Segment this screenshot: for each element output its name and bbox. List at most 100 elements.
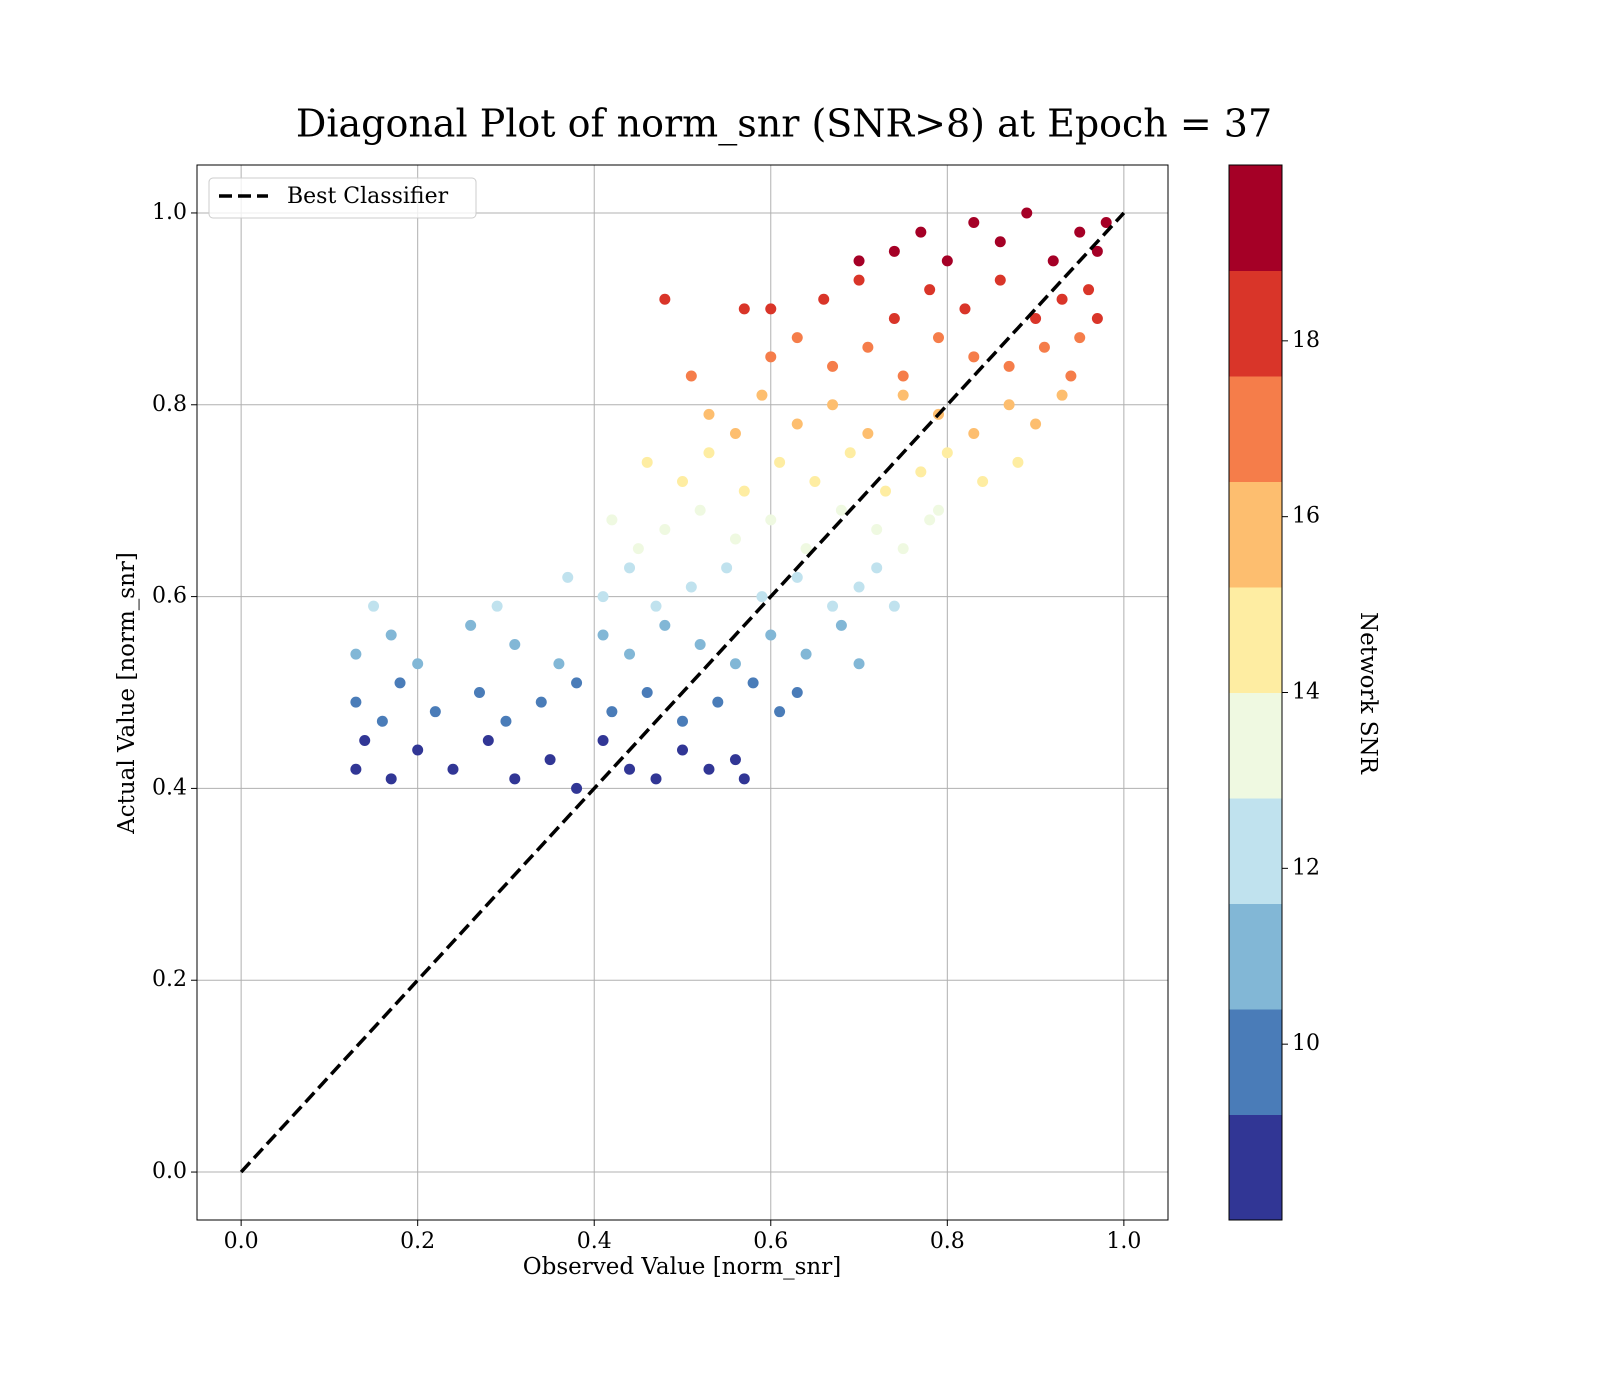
scatter-point [765,303,777,315]
x-tick-label: 0.6 [753,1229,788,1254]
scatter-point [800,543,812,555]
colorbar-band [1229,587,1282,693]
scatter-point [915,226,927,238]
scatter-point [606,514,618,526]
scatter-point [827,600,839,612]
scatter-point [509,773,521,785]
colorbar-tick-label: 14 [1292,680,1320,705]
scatter-point [429,706,441,718]
y-tick-label: 0.2 [152,967,187,992]
scatter-point [765,514,777,526]
scatter-point [941,447,953,459]
scatter-point [924,284,936,296]
scatter-point [738,303,750,315]
scatter-point [1056,293,1068,305]
scatter-point [756,591,768,603]
scatter-point [624,763,636,775]
x-tick-label: 1.0 [1106,1229,1141,1254]
legend-box [208,177,477,219]
y-tick-label: 1.0 [152,200,187,225]
chart-title: Diagonal Plot of norm_snr (SNR>8) at Epo… [296,102,1272,147]
scatter-point [597,629,609,641]
scatter-point [924,514,936,526]
colorbar-tick-label: 12 [1292,855,1320,880]
scatter-point [1091,312,1103,324]
scatter-point [853,255,865,267]
scatter-point [641,456,653,468]
scatter-point [447,763,459,775]
scatter-point [677,744,688,756]
colorbar-tick-label: 18 [1292,328,1320,353]
scatter-point [853,658,865,670]
scatter-point [959,303,971,315]
scatter-point [650,773,662,785]
scatter-point [571,677,583,689]
scatter-point [747,677,759,689]
scatter-point [1074,226,1086,238]
scatter-point [800,648,812,660]
scatter-point [862,341,874,353]
scatter-point [1091,245,1103,257]
scatter-point [368,600,380,612]
scatter-point [765,629,777,641]
scatter-point [650,600,662,612]
scatter-point [738,773,750,785]
scatter-point [624,648,636,660]
colorbar-band [1229,692,1282,799]
scatter-point [712,696,724,708]
scatter-point [729,658,741,670]
scatter-point [756,389,768,401]
scatter-point [473,687,485,698]
scatter-point [809,476,821,487]
scatter-point [685,581,697,593]
x-tick-label: 0.2 [400,1229,435,1254]
scatter-point [827,399,839,411]
scatter-point [994,236,1006,248]
scatter-point [659,523,671,535]
scatter-point [1003,399,1015,411]
scatter-point [544,754,556,766]
scatter-point [694,639,706,651]
plot-frame [196,164,1169,1221]
scatter-point [491,600,503,612]
scatter-point [703,763,715,775]
scatter-point [394,677,406,689]
scatter-point [677,476,688,487]
scatter-point [1047,255,1059,267]
scatter-point [968,428,980,440]
x-axis-label: Observed Value [norm_snr] [523,1254,841,1280]
scatter-point [1030,418,1042,430]
y-tick-label: 0.0 [152,1159,187,1184]
scatter-point [1074,332,1086,344]
scatter-point [897,389,909,401]
scatter-point [774,456,786,468]
colorbar-band [1229,1009,1282,1115]
scatter-point [1065,370,1077,382]
scatter-point [791,418,803,430]
colorbar-band [1229,376,1282,482]
scatter-point [791,687,803,698]
scatter-point [359,734,371,746]
scatter-point [1012,456,1024,468]
scatter-point [835,619,847,631]
scatter-point [685,370,697,382]
colorbar-band [1229,798,1282,904]
scatter-point [350,696,362,708]
scatter-point [729,533,741,545]
scatter-point [968,217,980,229]
y-tick-label: 0.6 [152,584,187,609]
scatter-point [703,447,715,459]
scatter-point [606,706,618,718]
scatter-point [571,782,583,794]
scatter-point [553,658,565,670]
scatter-point [1056,389,1068,401]
scatter-point [385,773,397,785]
scatter-point [888,245,900,257]
scatter-point [535,696,547,708]
scatter-point [844,447,856,459]
scatter-point [1003,360,1015,372]
scatter-point [677,715,688,727]
scatter-point [1030,312,1042,324]
scatter-point [932,332,944,344]
